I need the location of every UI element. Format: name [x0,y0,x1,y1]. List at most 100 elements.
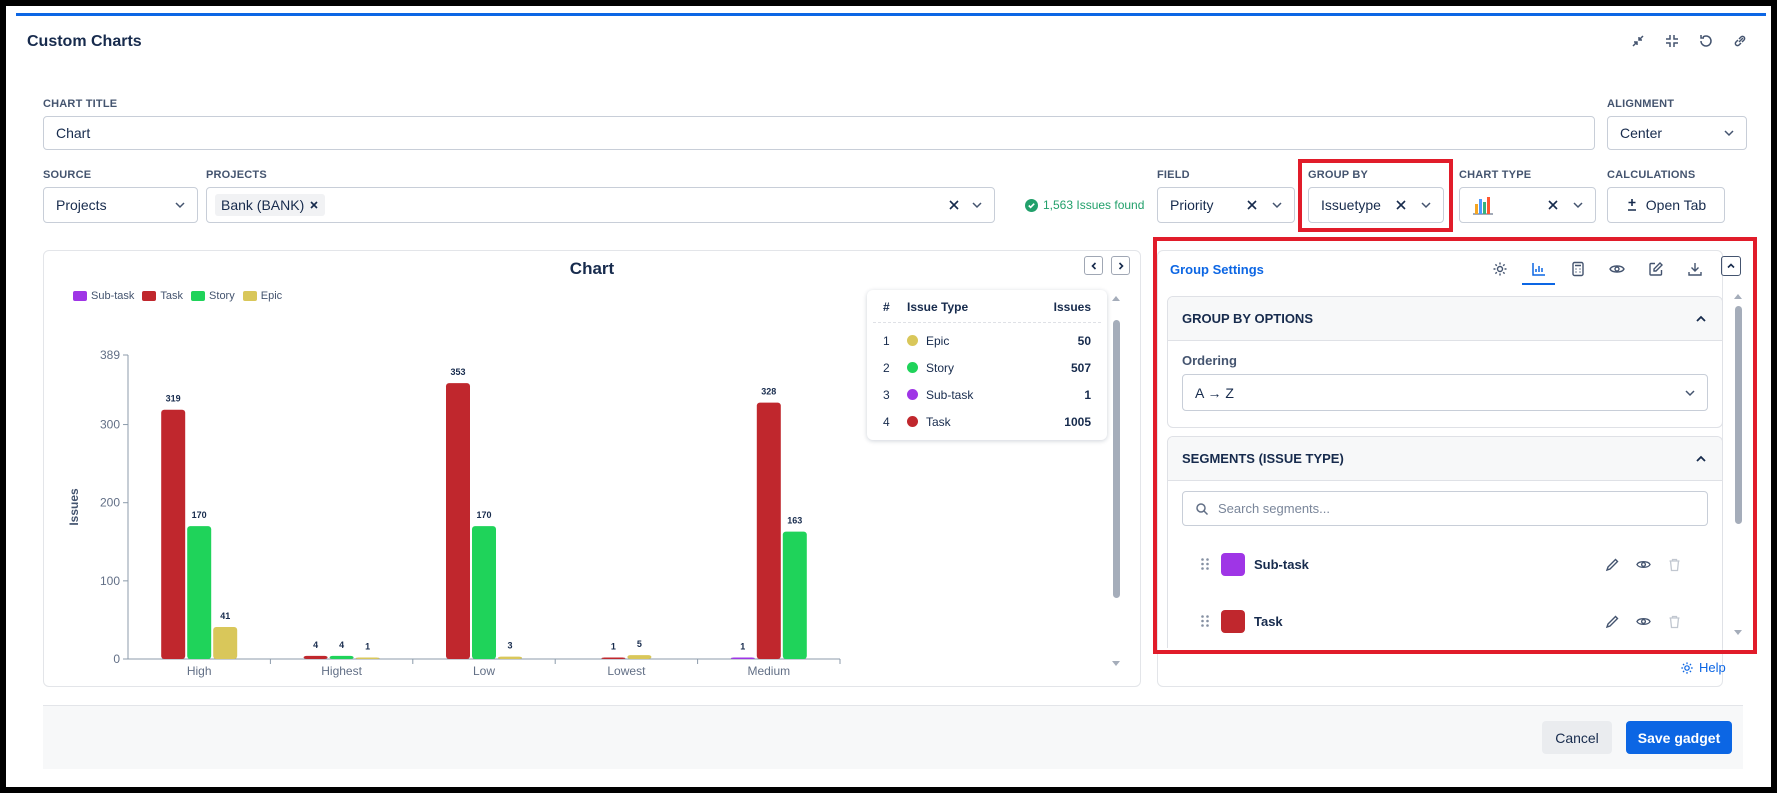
eye-icon[interactable] [1636,557,1651,572]
type-dot [907,389,918,400]
summary-row: 1 Epic 50 [873,327,1101,354]
panel-scroll-down-icon[interactable] [1734,630,1742,635]
highlight-group-settings [1153,237,1757,654]
chart-settings-icon[interactable] [1522,258,1555,285]
legend-label: Epic [260,290,283,302]
x-tick-label: Medium [747,664,790,678]
summary-row: 2 Story 507 [873,354,1101,381]
drag-handle-icon[interactable] [1200,557,1210,571]
panel-scroll-up-icon[interactable] [1734,294,1742,299]
collapse-icon[interactable] [1663,32,1681,50]
segment-color-swatch[interactable] [1221,552,1245,576]
chevron-down-icon [1685,389,1695,396]
project-tag: Bank (BANK) [215,194,326,216]
summary-header: # Issue Type Issues [873,290,1101,323]
open-tab-button[interactable]: Open Tab [1607,187,1725,223]
pencil-icon[interactable] [1605,557,1620,572]
summary-col-type: Issue Type [907,300,969,314]
plus-minus-icon [1627,199,1636,211]
edit-icon[interactable] [1645,258,1666,280]
bar [329,655,354,659]
chart-title-input[interactable]: Chart [43,116,1595,150]
data-label: 41 [220,611,230,621]
calculations-label: CALCULATIONS [1607,169,1696,181]
help-link[interactable]: Help [1680,660,1726,675]
segment-row: Sub-task [1200,549,1700,579]
projects-select[interactable]: Bank (BANK) [206,187,995,223]
summary-type-label: Sub-task [926,387,974,402]
chart-scrollbar[interactable] [1113,320,1120,598]
segments-header[interactable]: SEGMENTS (ISSUE TYPE) [1168,437,1722,481]
y-tick-label: 200 [100,496,120,510]
bar [498,656,522,659]
remove-tag-icon[interactable] [309,200,319,210]
summary-type: Task [907,415,1041,429]
segment-actions [1605,557,1682,572]
drag-handle-icon[interactable] [1200,614,1210,628]
issue-type-summary: # Issue Type Issues 1 Epic 50 2 Story 50… [867,290,1107,440]
alignment-value: Center [1620,125,1663,141]
data-label: 4 [339,640,344,650]
highlight-group-by [1298,159,1453,232]
source-select[interactable]: Projects [43,187,198,223]
chart-scroll-down-icon[interactable] [1112,661,1120,666]
summary-type: Story [907,361,1041,375]
clear-icon[interactable] [948,199,960,211]
pencil-icon[interactable] [1605,614,1620,629]
chart-type-select[interactable] [1459,187,1596,223]
trash-icon[interactable] [1667,557,1682,572]
group-by-select[interactable]: Issuetype [1308,187,1444,223]
link-icon[interactable] [1731,32,1749,50]
prev-button[interactable] [1084,256,1103,275]
segment-search-input[interactable]: Search segments... [1182,491,1708,526]
clear-icon[interactable] [1547,199,1559,211]
chevron-up-icon [1696,455,1706,462]
summary-num: 2 [883,360,890,375]
data-label: 5 [637,639,642,649]
segment-color-swatch[interactable] [1221,609,1245,633]
bar [730,657,755,659]
chart-title: Chart [569,259,615,278]
next-button[interactable] [1111,256,1130,275]
alignment-select[interactable]: Center [1607,116,1747,150]
chart-title-value: Chart [56,125,91,141]
legend-item[interactable]: Sub-task [73,290,134,302]
data-label: 328 [761,387,776,397]
accent-line [16,13,1766,16]
minimize-icon[interactable] [1629,32,1647,50]
summary-issues: 507 [1070,360,1091,375]
legend-item[interactable]: Epic [242,290,283,302]
segment-actions [1605,614,1682,629]
gear-icon [1681,661,1693,674]
ordering-select[interactable]: A → Z [1182,374,1708,411]
data-label: 170 [192,510,207,520]
legend-item[interactable]: Task [142,290,183,302]
save-gadget-button[interactable]: Save gadget [1626,721,1732,754]
group-by-options-header[interactable]: GROUP BY OPTIONS [1168,297,1722,341]
panel-scrollbar[interactable] [1735,306,1742,524]
field-select[interactable]: Priority [1157,187,1295,223]
group-by-label: GROUP BY [1308,169,1369,181]
y-tick-label: 300 [100,418,120,432]
bar [213,626,238,659]
x-tick-label: Lowest [607,664,646,678]
cancel-button[interactable]: Cancel [1542,721,1612,754]
collapse-panel-button[interactable] [1721,256,1741,276]
field-value: Priority [1170,197,1214,213]
summary-type-label: Story [926,360,955,375]
clear-icon[interactable] [1246,199,1258,211]
eye-icon[interactable] [1606,258,1627,280]
clear-icon[interactable] [1395,199,1407,211]
settings-gear-icon[interactable] [1489,258,1510,280]
type-dot [907,335,918,346]
search-icon [1196,502,1209,515]
calculator-icon[interactable] [1567,258,1588,280]
trash-icon[interactable] [1667,614,1682,629]
legend-item[interactable]: Story [191,290,235,302]
eye-icon[interactable] [1636,614,1651,629]
chart-scroll-up-icon[interactable] [1112,296,1120,301]
segment-name: Sub-task [1254,556,1309,572]
download-icon[interactable] [1684,258,1705,280]
refresh-icon[interactable] [1697,32,1715,50]
summary-issues: 1 [1084,387,1091,402]
